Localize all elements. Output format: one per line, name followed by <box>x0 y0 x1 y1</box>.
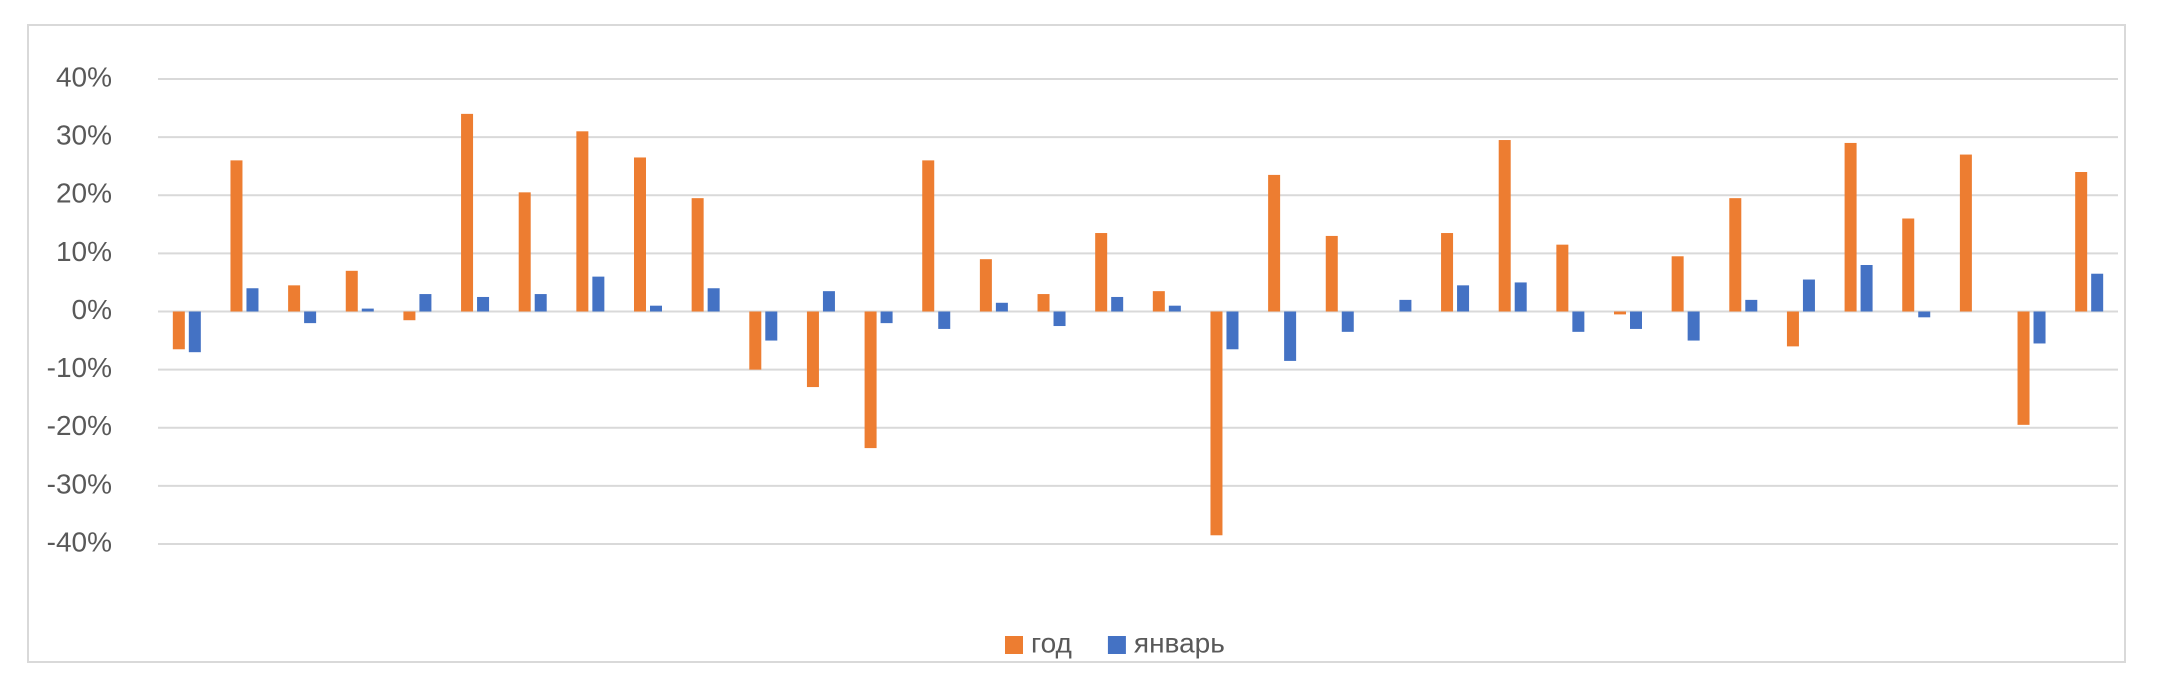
bar <box>880 311 893 324</box>
bar <box>2075 172 2088 312</box>
y-tick-label: 20% <box>56 178 112 209</box>
bar <box>1671 256 1684 312</box>
bar <box>1786 311 1799 347</box>
bar <box>1556 244 1569 312</box>
bar <box>1918 311 1931 318</box>
bar <box>1630 311 1642 329</box>
chart-border <box>27 24 2126 663</box>
bar <box>938 311 951 329</box>
bar <box>461 113 474 312</box>
bar <box>1959 154 1972 312</box>
bar <box>1572 311 1585 332</box>
bar <box>749 311 762 370</box>
y-tick-label: -40% <box>47 526 112 557</box>
bar <box>691 198 704 312</box>
bar <box>534 294 547 312</box>
bar <box>1614 311 1626 315</box>
bar <box>650 305 662 312</box>
bar <box>1111 296 1124 312</box>
bar <box>1341 311 1354 332</box>
legend-swatch <box>1107 636 1126 654</box>
bar <box>1441 233 1454 312</box>
bar <box>518 192 531 312</box>
bar <box>188 311 201 353</box>
bar <box>419 294 432 312</box>
bar <box>1514 282 1527 312</box>
bar <box>304 311 317 324</box>
bar <box>1802 279 1815 312</box>
bar <box>1037 294 1050 312</box>
y-tick-label: 10% <box>56 236 112 267</box>
bar <box>172 311 185 350</box>
y-tick-label: 0% <box>72 294 112 325</box>
bar <box>246 288 259 312</box>
bar <box>477 296 490 312</box>
bar <box>1053 311 1066 327</box>
y-tick-label: -30% <box>47 468 112 499</box>
bar <box>1210 311 1223 536</box>
bar <box>979 259 992 312</box>
bar <box>1498 140 1511 312</box>
bar <box>1095 233 1108 312</box>
bar <box>2017 311 2030 425</box>
y-tick-label: 30% <box>56 120 112 151</box>
bar <box>288 285 301 312</box>
bar <box>822 291 835 312</box>
bar <box>1399 299 1412 312</box>
bar <box>403 311 416 321</box>
bar <box>1729 198 1742 312</box>
bar <box>1152 291 1165 312</box>
bar <box>1860 265 1873 312</box>
bar <box>1745 299 1758 312</box>
bar <box>361 308 374 312</box>
bar <box>634 157 646 312</box>
bar <box>1457 285 1470 312</box>
bar <box>995 302 1008 312</box>
legend-label: год <box>1031 627 1072 658</box>
y-tick-label: 40% <box>56 61 112 92</box>
bar <box>230 160 243 312</box>
legend-label: январь <box>1134 627 1225 658</box>
bar <box>2033 311 2046 344</box>
bar <box>922 160 935 312</box>
bar <box>765 311 778 341</box>
y-tick-label: -20% <box>47 410 112 441</box>
bar <box>864 311 877 449</box>
bar <box>707 288 720 312</box>
bar <box>1168 305 1181 312</box>
bar <box>1268 174 1281 312</box>
bar <box>1226 311 1239 350</box>
bar <box>1844 142 1857 312</box>
bar <box>1284 311 1297 361</box>
bar <box>592 276 605 312</box>
y-tick-label: -10% <box>47 352 112 383</box>
legend-swatch <box>1005 636 1023 654</box>
bar <box>806 311 819 388</box>
bar <box>1902 218 1915 312</box>
bar <box>2091 273 2104 312</box>
bar <box>1687 311 1700 341</box>
bar <box>576 131 589 312</box>
bar <box>1325 235 1338 312</box>
bar <box>345 270 358 312</box>
